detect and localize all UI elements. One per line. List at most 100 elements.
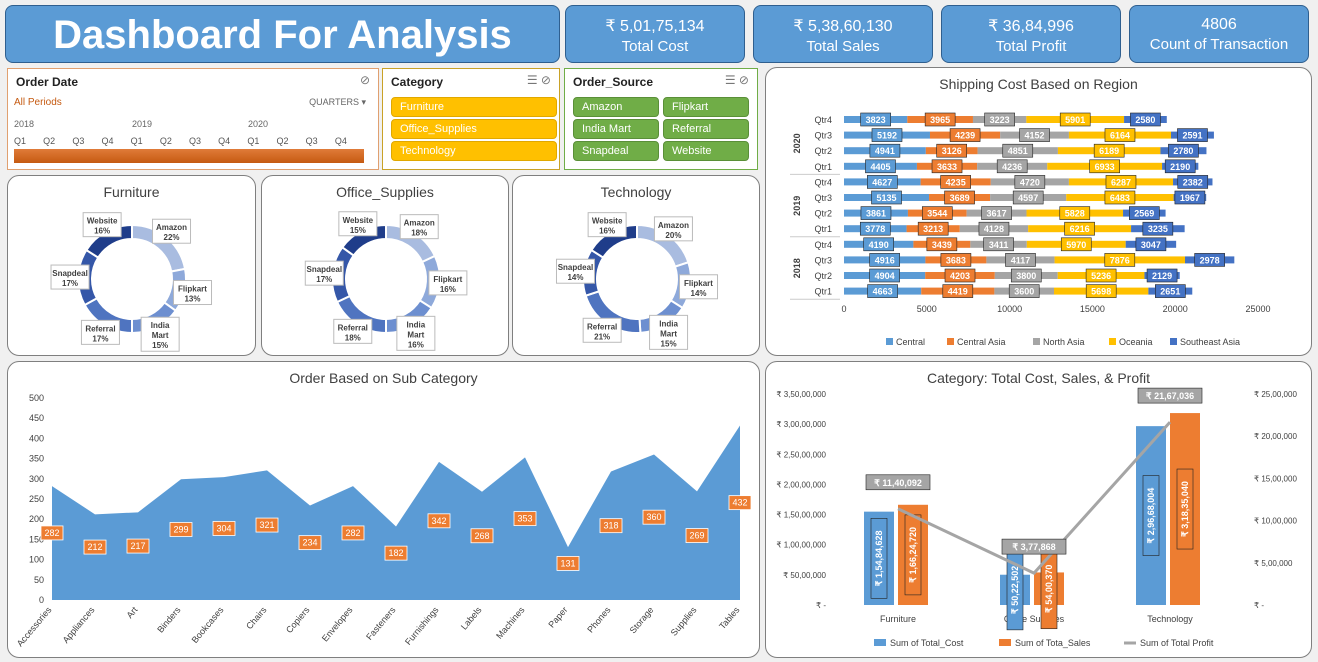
y-left-tick-label: ₹ -	[816, 601, 826, 610]
svg-text:Flipkart: Flipkart	[433, 275, 462, 284]
multi-select-icon[interactable]: ☰ ⊘	[526, 73, 551, 87]
timeline-quarter[interactable]: Q1	[247, 136, 260, 146]
svg-text:4597: 4597	[1018, 193, 1038, 203]
slicer-item-furniture[interactable]: Furniture	[391, 97, 557, 117]
category-slicer[interactable]: Category ☰ ⊘ Furniture Office_Supplies T…	[382, 68, 560, 170]
data-label: 3213	[917, 221, 949, 236]
data-label: 4916	[869, 253, 901, 267]
data-label: 3683	[940, 253, 972, 267]
svg-text:3047: 3047	[1141, 240, 1161, 250]
timeline-quarter[interactable]: Q1	[14, 136, 27, 146]
svg-text:234: 234	[302, 538, 317, 548]
data-label: 6216	[1064, 221, 1095, 236]
svg-text:269: 269	[689, 531, 704, 541]
svg-text:212: 212	[87, 542, 102, 552]
svg-text:3213: 3213	[923, 224, 943, 234]
svg-text:5828: 5828	[1065, 209, 1085, 219]
donut-chart: Amazon18%Flipkart16%IndiaMart16%Referral…	[304, 211, 468, 351]
timeline-bar[interactable]	[14, 149, 364, 163]
x-tick-label: Supplies	[669, 604, 699, 637]
y-tick-label: Qtr3	[814, 193, 832, 203]
chart-title: Order Based on Sub Category	[289, 370, 478, 386]
svg-text:13%: 13%	[184, 295, 200, 304]
x-tick-label: Tables	[717, 604, 742, 631]
legend-item: Sum of Tota_Sales	[999, 638, 1091, 648]
x-tick-label: Envelopes	[320, 604, 355, 643]
period-mode-dropdown[interactable]: QUARTERS ▾	[309, 97, 366, 108]
y-left-tick-label: ₹ 50,00,000	[783, 571, 826, 580]
timeline-quarter[interactable]: Q3	[189, 136, 202, 146]
slicer-item-flipkart[interactable]: Flipkart	[663, 97, 749, 117]
chart-title: Office_Supplies	[336, 184, 434, 200]
timeline-quarter[interactable]: Q1	[130, 136, 143, 146]
kpi-total-sales: ₹ 5,38,60,130 Total Sales	[753, 5, 933, 63]
svg-text:₹ 3,18,35,040: ₹ 3,18,35,040	[1180, 481, 1190, 537]
svg-text:Snapdeal: Snapdeal	[558, 263, 594, 272]
timeline-quarter[interactable]: Q3	[72, 136, 85, 146]
slicer-item-snapdeal[interactable]: Snapdeal	[573, 141, 659, 161]
svg-text:4128: 4128	[984, 224, 1004, 234]
data-label: 3965	[924, 112, 956, 127]
multi-select-icon[interactable]: ☰ ⊘	[724, 73, 749, 87]
donut-card-technology: Technology Amazon 20% Flipkart 14% India Mart…	[512, 175, 760, 356]
timeline-quarter[interactable]: Q3	[305, 136, 318, 146]
slicer-item-referral[interactable]: Referral	[663, 119, 749, 139]
svg-text:6287: 6287	[1111, 177, 1131, 187]
svg-text:4663: 4663	[873, 287, 893, 297]
svg-text:Amazon: Amazon	[658, 221, 689, 230]
svg-text:Sum of Tota_Sales: Sum of Tota_Sales	[1015, 638, 1091, 648]
sub-category-chart: 0 50 100 150 200 250 300 350 400 450 500 282 212 217 2…	[15, 393, 752, 648]
slicer-item-technology[interactable]: Technology	[391, 141, 557, 161]
data-label: 3439	[926, 237, 958, 252]
svg-text:North Asia: North Asia	[1043, 337, 1085, 347]
timeline-quarter[interactable]: Q2	[159, 136, 172, 146]
y-right-tick-label: ₹ -	[1254, 601, 1264, 610]
timeline-quarter[interactable]: Q4	[334, 136, 347, 146]
data-label: 3600	[1008, 284, 1040, 298]
order-date-timeline[interactable]: Order Date ⊘ All Periods QUARTERS ▾ 2018…	[7, 68, 379, 170]
data-label: 234	[298, 535, 322, 551]
svg-text:14%: 14%	[691, 289, 707, 298]
svg-text:3544: 3544	[927, 209, 947, 219]
chart-title: Category: Total Cost, Sales, & Profit	[926, 370, 1151, 386]
svg-text:2978: 2978	[1200, 255, 1220, 265]
svg-text:304: 304	[216, 523, 231, 533]
data-label: 5970	[1060, 237, 1092, 252]
svg-text:17%: 17%	[316, 275, 332, 284]
svg-text:432: 432	[732, 498, 747, 508]
svg-text:268: 268	[474, 531, 489, 541]
clear-filter-icon[interactable]: ⊘	[359, 73, 370, 87]
slicer-item-website[interactable]: Website	[663, 141, 749, 161]
slicer-item-office-supplies[interactable]: Office_Supplies	[391, 119, 557, 139]
timeline-quarter[interactable]: Q4	[218, 136, 231, 146]
svg-text:3617: 3617	[987, 209, 1007, 219]
y-tick-label: Qtr4	[814, 177, 832, 187]
order-source-slicer[interactable]: Order_Source ☰ ⊘ Amazon Flipkart India M…	[564, 68, 758, 170]
data-label: 4236	[996, 159, 1028, 174]
timeline-quarter[interactable]: Q2	[276, 136, 289, 146]
data-label: 3689	[944, 190, 975, 205]
data-label: 2569	[1129, 206, 1160, 220]
slicer-item-india-mart[interactable]: India Mart	[573, 119, 659, 139]
data-label: 3411	[983, 237, 1014, 252]
svg-text:16%: 16%	[94, 227, 110, 236]
dashboard-title: Dashboard For Analysis	[5, 5, 560, 63]
data-label: 2129	[1146, 268, 1178, 283]
slicer-item-amazon[interactable]: Amazon	[573, 97, 659, 117]
svg-text:2382: 2382	[1183, 177, 1203, 187]
data-label: 5135	[871, 190, 902, 205]
svg-text:5901: 5901	[1065, 115, 1085, 125]
data-label: 360	[642, 509, 666, 525]
timeline-quarter[interactable]: Q4	[101, 136, 114, 146]
timeline-quarter[interactable]: Q2	[43, 136, 56, 146]
svg-text:Referral: Referral	[85, 324, 115, 333]
profit-line	[897, 421, 1172, 575]
data-label: 4720	[1014, 175, 1046, 189]
kpi-label: Total Profit	[995, 38, 1067, 55]
kpi-value: ₹ 5,38,60,130	[793, 18, 893, 35]
data-label: 4597	[1012, 190, 1044, 205]
svg-text:18%: 18%	[345, 333, 361, 342]
